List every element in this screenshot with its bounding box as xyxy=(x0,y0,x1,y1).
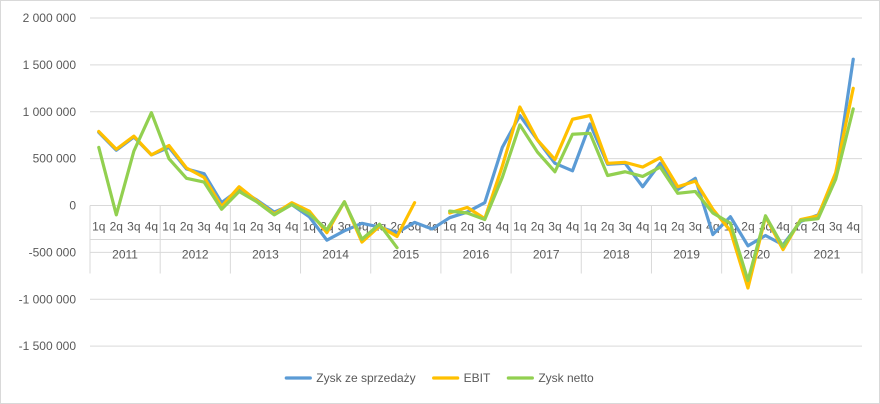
x-tick-quarter-label: 1q xyxy=(92,220,105,234)
x-tick-quarter-label: 4q xyxy=(285,220,298,234)
x-tick-quarter-label: 3q xyxy=(127,220,140,234)
x-tick-quarter-label: 2q xyxy=(531,220,544,234)
x-tick-quarter-label: 4q xyxy=(847,220,860,234)
x-tick-quarter-label: 3q xyxy=(197,220,210,234)
x-tick-year-label: 2019 xyxy=(673,248,700,262)
x-tick-quarter-label: 3q xyxy=(478,220,491,234)
x-tick-quarter-label: 1q xyxy=(443,220,456,234)
x-tick-quarter-label: 3q xyxy=(829,220,842,234)
x-tick-quarter-label: 2q xyxy=(601,220,614,234)
y-tick-label: 0 xyxy=(69,199,76,213)
x-tick-quarter-label: 4q xyxy=(636,220,649,234)
x-tick-year-label: 2017 xyxy=(533,248,560,262)
x-tick-quarter-label: 1q xyxy=(232,220,245,234)
y-tick-label: 500 000 xyxy=(33,152,77,166)
y-tick-label: -1 500 000 xyxy=(19,339,77,353)
x-tick-quarter-label: 2q xyxy=(250,220,263,234)
x-tick-year-label: 2018 xyxy=(603,248,630,262)
x-axis: 1q 2q 3q 4q 1q 2q 3q 4q 1q 2q 3q 4q 1q 2q 3q 4q 1q 2q 3q 4q… xyxy=(89,205,863,274)
series-lines xyxy=(97,57,855,290)
x-tick-quarter-label: 4q xyxy=(496,220,509,234)
x-tick-quarter-label: 1q xyxy=(513,220,526,234)
y-tick-label: -1 000 000 xyxy=(19,292,77,306)
x-tick-quarter-label: 4q xyxy=(215,220,228,234)
x-tick-quarter-label: 3q xyxy=(268,220,281,234)
x-tick-quarter-label: 2q xyxy=(110,220,123,234)
y-tick-label: 1 000 000 xyxy=(23,105,77,119)
x-tick-quarter-label: 1q xyxy=(583,220,596,234)
x-tick-year-label: 2021 xyxy=(814,248,841,262)
x-tick-quarter-label: 2q xyxy=(741,220,754,234)
series-line-1 xyxy=(97,57,855,248)
x-tick-quarter-label: 2q xyxy=(671,220,684,234)
x-tick-year-label: 2015 xyxy=(392,248,419,262)
x-tick-quarter-label: 4q xyxy=(776,220,789,234)
x-tick-quarter-label: 2q xyxy=(811,220,824,234)
y-tick-label: 2 000 000 xyxy=(23,11,77,25)
x-tick-quarter-label: 1q xyxy=(654,220,667,234)
legend: Zysk ze sprzedaży EBIT Zysk netto xyxy=(284,371,594,385)
x-tick-year-label: 2016 xyxy=(463,248,490,262)
x-tick-quarter-label: 3q xyxy=(689,220,702,234)
x-tick-quarter-label: 3q xyxy=(618,220,631,234)
legend-label-3: Zysk netto xyxy=(538,371,594,385)
x-tick-year-label: 2011 xyxy=(112,248,138,262)
x-tick-year-label: 2014 xyxy=(322,248,349,262)
x-tick-quarter-label: 2q xyxy=(461,220,474,234)
y-tick-label: -500 000 xyxy=(29,245,77,259)
legend-label-1: Zysk ze sprzedaży xyxy=(316,371,415,385)
x-tick-quarter-label: 3q xyxy=(548,220,561,234)
x-tick-quarter-label: 2q xyxy=(180,220,193,234)
x-tick-quarter-label: 4q xyxy=(566,220,579,234)
x-tick-quarter-label: 4q xyxy=(425,220,438,234)
y-tick-label: 1 500 000 xyxy=(23,58,77,72)
x-tick-year-label: 2012 xyxy=(182,248,209,262)
x-tick-quarter-label: 1q xyxy=(162,220,175,234)
x-tick-year-label: 2013 xyxy=(252,248,279,262)
x-tick-quarter-label: 4q xyxy=(145,220,158,234)
legend-label-2: EBIT xyxy=(464,371,491,385)
y-axis-ticks: 2 000 000 1 500 000 1 000 000 500 000 0 -500 … xyxy=(19,11,77,353)
series-line-3 xyxy=(97,107,855,283)
